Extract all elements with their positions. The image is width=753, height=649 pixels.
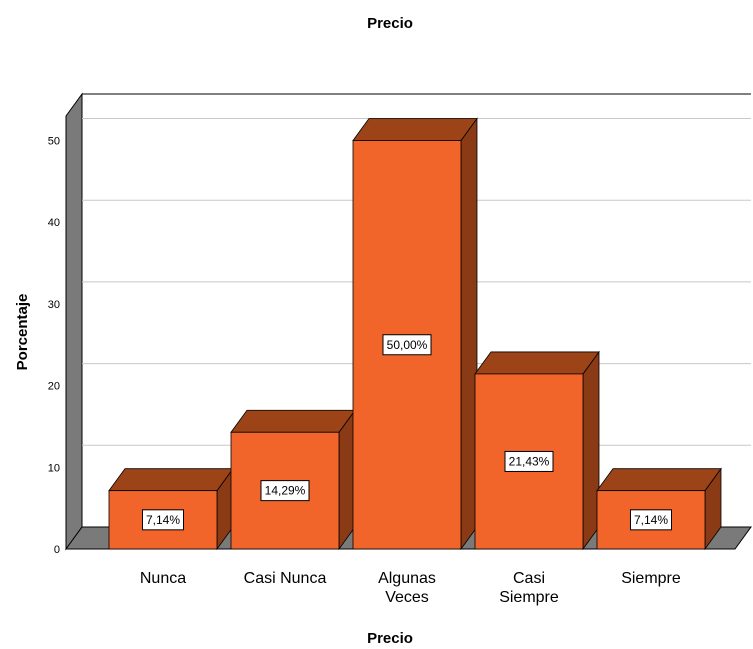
data-label: 7,14% bbox=[146, 513, 180, 527]
data-label-box bbox=[504, 450, 554, 472]
left-wall bbox=[65, 92, 83, 551]
bar: 7,14% bbox=[108, 467, 234, 551]
x-category-label: Casi Nunca bbox=[244, 570, 327, 587]
bar-top bbox=[474, 351, 600, 375]
y-axis-ticks: 0 10 20 30 40 50 bbox=[48, 136, 60, 557]
x-category-label: Algunas bbox=[378, 570, 436, 587]
y-tick-label: 40 bbox=[48, 217, 60, 229]
y-tick-label: 30 bbox=[48, 299, 60, 311]
chart-title: Precio bbox=[367, 15, 413, 32]
data-label-box bbox=[142, 509, 184, 531]
x-category-label: Nunca bbox=[140, 570, 186, 587]
bar: 14,29% bbox=[230, 409, 356, 551]
y-tick-label: 10 bbox=[48, 462, 60, 474]
x-category-label: Siempre bbox=[621, 570, 681, 587]
bar-side bbox=[582, 350, 600, 551]
bar-top bbox=[230, 409, 356, 433]
bar-top bbox=[596, 468, 722, 492]
bar: 7,14% bbox=[596, 467, 722, 551]
y-tick-label: 0 bbox=[54, 544, 60, 556]
data-label-box bbox=[630, 509, 672, 531]
data-label: 14,29% bbox=[265, 484, 306, 498]
bar: 50,00% bbox=[352, 117, 478, 551]
y-tick-label: 50 bbox=[48, 136, 60, 148]
data-label: 21,43% bbox=[509, 454, 550, 468]
bar-top bbox=[352, 118, 478, 141]
data-label: 50,00% bbox=[387, 338, 428, 352]
x-axis-label: Precio bbox=[367, 630, 413, 647]
data-label-box bbox=[382, 334, 432, 356]
data-label: 7,14% bbox=[634, 513, 668, 527]
y-axis-label: Porcentaje bbox=[14, 294, 31, 371]
x-axis-categories: Nunca Casi Nunca Algunas Veces Casi Siempre Si… bbox=[140, 570, 681, 606]
data-label-box bbox=[260, 480, 310, 502]
x-category-label: Veces bbox=[385, 589, 429, 606]
bar: 21,43% bbox=[474, 350, 600, 551]
y-tick-label: 20 bbox=[48, 381, 60, 393]
x-category-label: Siempre bbox=[499, 589, 559, 606]
bars: 7,14% 14,29% 50,00% 21,43% 7,14% bbox=[108, 117, 722, 551]
x-category-label: Casi bbox=[513, 570, 545, 587]
bar-top bbox=[108, 468, 234, 492]
